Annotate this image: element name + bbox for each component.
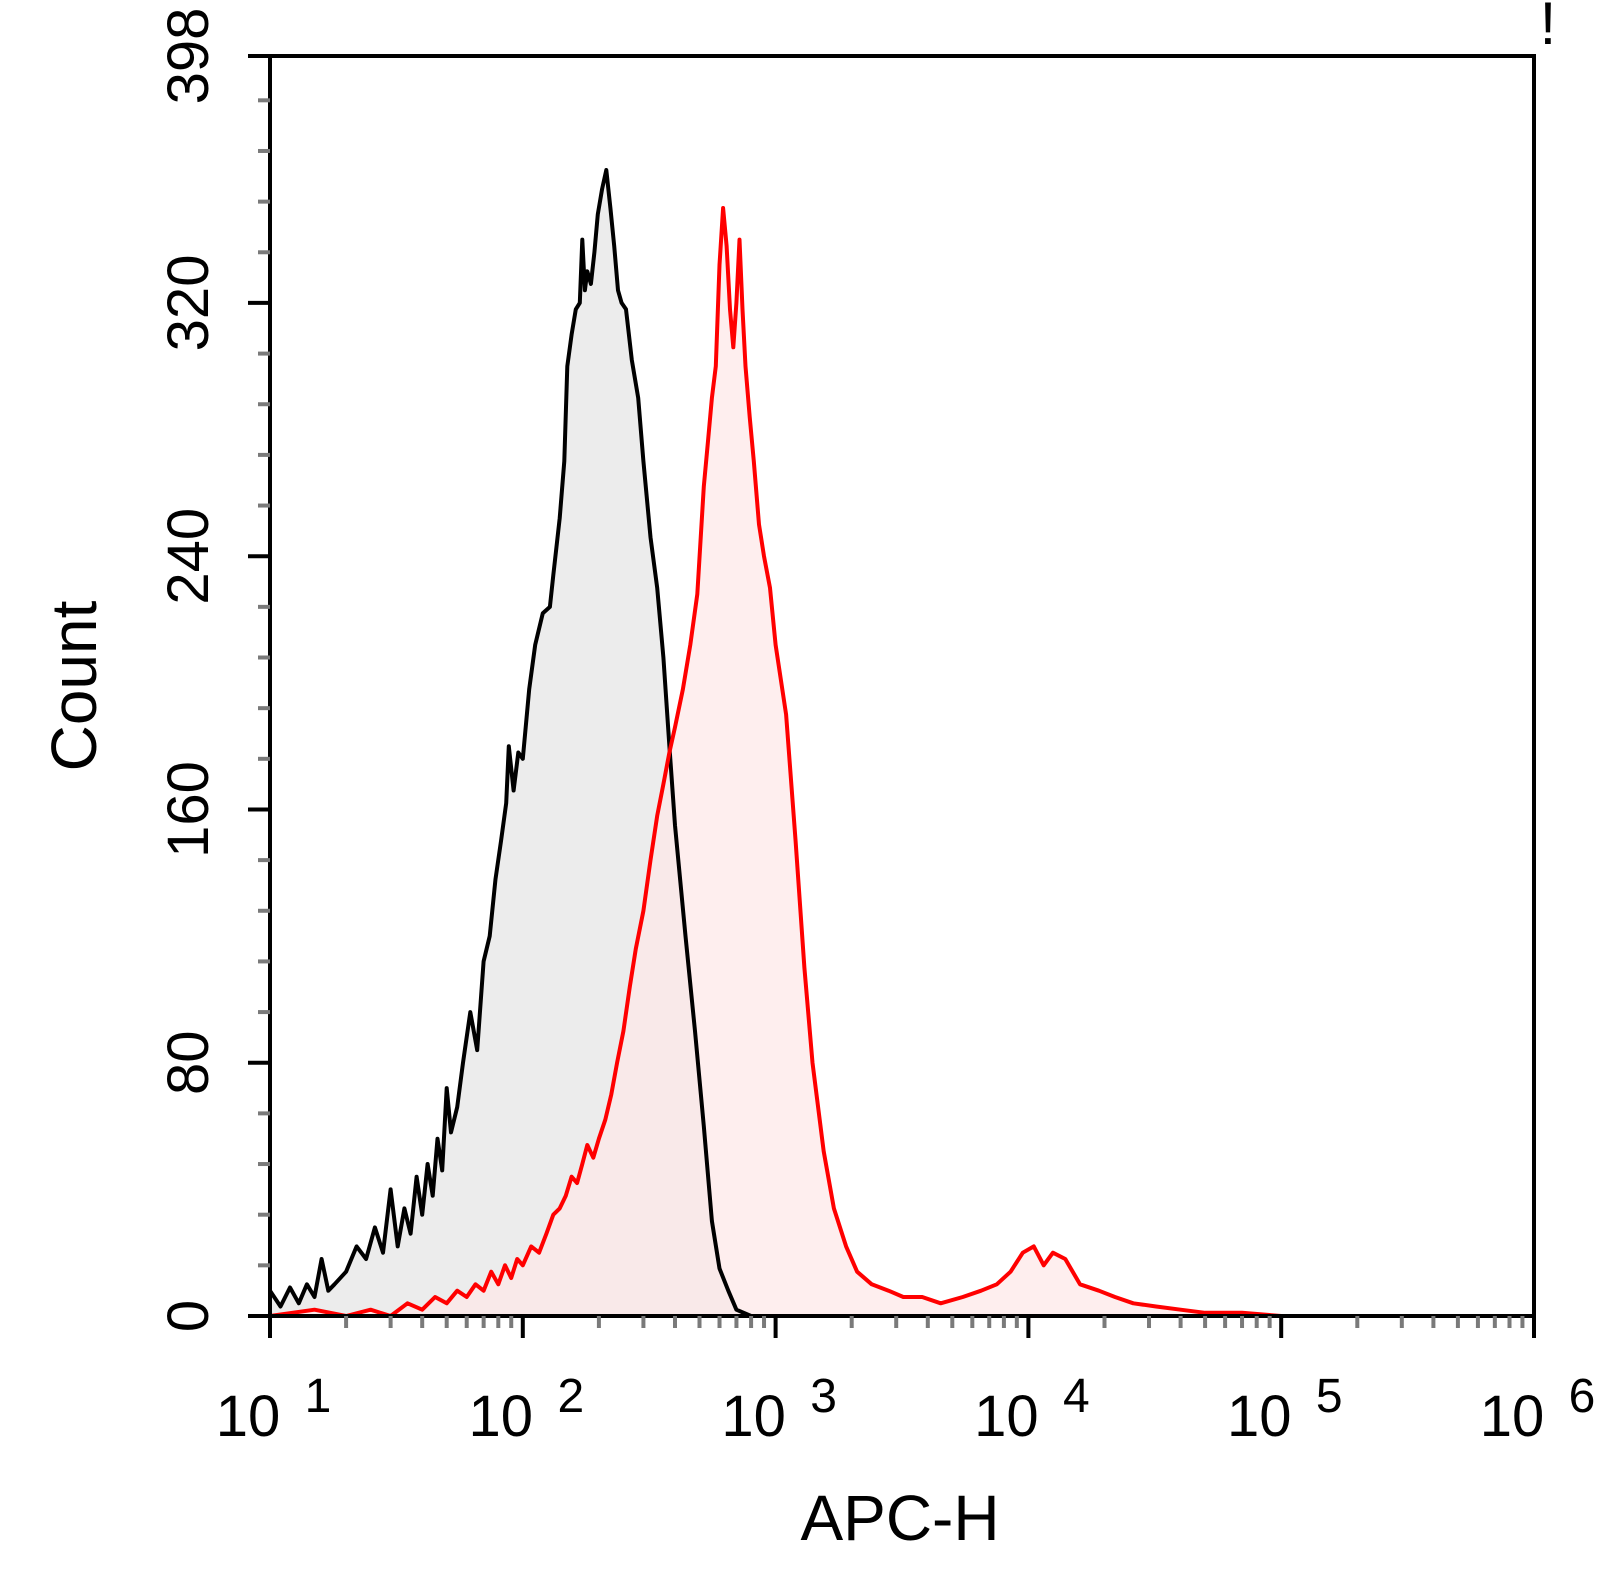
corner-mark: !	[1540, 0, 1557, 57]
x-tick-label: 10	[721, 1384, 786, 1449]
x-tick-exponent: 1	[305, 1370, 332, 1423]
x-tick-label: 10	[469, 1384, 534, 1449]
x-tick-exponent: 5	[1316, 1370, 1343, 1423]
y-tick-label: 320	[156, 255, 221, 352]
y-tick-label: 80	[156, 1030, 221, 1095]
x-tick-exponent: 3	[810, 1370, 837, 1423]
x-tick-label: 10	[1480, 1384, 1545, 1449]
x-tick-exponent: 4	[1063, 1370, 1090, 1423]
x-tick-label: 10	[1227, 1384, 1292, 1449]
y-tick-label: 240	[156, 508, 221, 605]
x-tick-label: 10	[216, 1384, 281, 1449]
x-tick-label: 10	[974, 1384, 1039, 1449]
y-tick-label: 160	[156, 761, 221, 858]
y-axis-label: Count	[38, 600, 110, 771]
series-line-sample	[269, 206, 1282, 1318]
x-tick-exponent: 6	[1569, 1370, 1596, 1423]
x-tick-exponent: 2	[557, 1370, 584, 1423]
series-area-sample	[270, 208, 1282, 1316]
plot-frame	[268, 54, 1536, 1318]
x-axis-label: APC-H	[800, 1482, 999, 1554]
y-tick-label: 0	[156, 1300, 221, 1332]
y-tick-label: 398	[156, 8, 221, 105]
axis-layer: 0 80 160 240 320 398 10 1 10 2 10 3 10 4 10 5 10 6	[156, 8, 1595, 1449]
plot-layer	[268, 168, 1282, 1318]
series-line-control	[268, 168, 796, 1318]
